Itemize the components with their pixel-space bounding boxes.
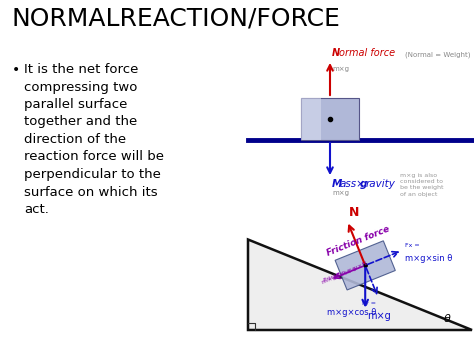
Text: It is the net force
compressing two
parallel surface
together and the
direction : It is the net force compressing two para… — [24, 63, 164, 216]
Text: ormal force: ormal force — [339, 48, 395, 58]
Text: m×g: m×g — [332, 66, 349, 72]
Text: m×g: m×g — [332, 190, 349, 196]
Text: m×g: m×g — [367, 311, 391, 321]
Text: g: g — [360, 179, 367, 189]
Polygon shape — [248, 240, 472, 330]
Text: ass×: ass× — [340, 179, 366, 189]
Text: θ: θ — [444, 314, 451, 324]
Bar — [301, 98, 321, 140]
Text: m×g×cos θ: m×g×cos θ — [321, 267, 357, 285]
Text: Friction force: Friction force — [325, 224, 391, 258]
Text: (Normal = Weight): (Normal = Weight) — [405, 51, 471, 58]
Text: Fx =: Fx = — [405, 244, 420, 248]
Text: m×g×sin θ: m×g×sin θ — [405, 255, 453, 263]
Text: NORMALREACTION/FORCE: NORMALREACTION/FORCE — [12, 7, 341, 31]
Text: Fy =: Fy = — [362, 301, 376, 306]
Text: N: N — [349, 206, 360, 219]
Text: ravity: ravity — [366, 179, 396, 189]
Text: M: M — [332, 179, 342, 189]
Text: •: • — [12, 63, 20, 77]
Text: Friction = μ×N: Friction = μ×N — [323, 261, 368, 283]
Polygon shape — [335, 241, 395, 290]
Text: N: N — [332, 48, 340, 58]
Bar — [301, 98, 359, 140]
Text: m×g×cos θ: m×g×cos θ — [327, 308, 376, 317]
Text: m×g is also
considered to
be the weight
of an object: m×g is also considered to be the weight … — [400, 173, 444, 197]
